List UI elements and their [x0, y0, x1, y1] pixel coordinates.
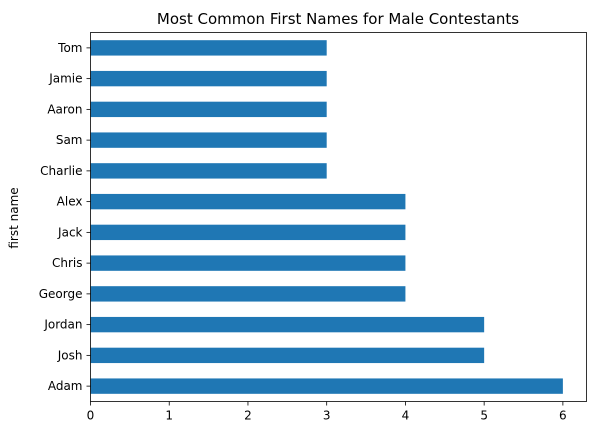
chart-title: Most Common First Names for Male Contest… [157, 10, 519, 28]
y-tick-label: Sam [56, 133, 83, 147]
bar-aaron [90, 101, 327, 118]
bar-alex [90, 193, 406, 210]
x-tick-label: 5 [480, 409, 488, 423]
bar-charlie [90, 163, 327, 179]
x-tick-label: 0 [87, 409, 95, 423]
bar-jamie [90, 70, 327, 87]
bar-sam [90, 132, 327, 148]
bar-tom [90, 40, 327, 56]
bar-chris [90, 255, 406, 271]
x-tick-label: 6 [559, 409, 567, 423]
y-axis-label: first name [7, 187, 21, 248]
y-tick-label: Chris [52, 256, 83, 270]
x-ticks: 0 1 2 3 4 5 6 [87, 401, 567, 423]
y-tick-label: Charlie [40, 164, 82, 178]
bar-jack [90, 224, 406, 241]
bar-george [90, 286, 406, 302]
x-tick-label: 1 [165, 409, 173, 423]
bar-adam [90, 378, 563, 394]
x-tick-label: 3 [323, 409, 331, 423]
x-tick-label: 4 [402, 409, 410, 423]
y-tick-label: Tom [57, 41, 82, 55]
bar-jordan [90, 316, 485, 333]
y-tick-label: Alex [57, 195, 83, 209]
y-tick-label: George [39, 287, 83, 301]
y-tick-label: Adam [48, 379, 83, 393]
x-tick-label: 2 [244, 409, 252, 423]
y-tick-label: Jamie [48, 72, 82, 86]
bars [90, 40, 563, 394]
y-tick-label: Josh [57, 348, 83, 362]
plot-frame [90, 32, 587, 402]
bar-josh [90, 347, 485, 364]
y-tick-label: Aaron [47, 102, 82, 116]
y-tick-label: Jordan [43, 318, 82, 332]
y-ticks: Adam Josh Jordan George Chris Jack Alex Charlie… [39, 41, 91, 393]
y-tick-label: Jack [57, 225, 82, 239]
